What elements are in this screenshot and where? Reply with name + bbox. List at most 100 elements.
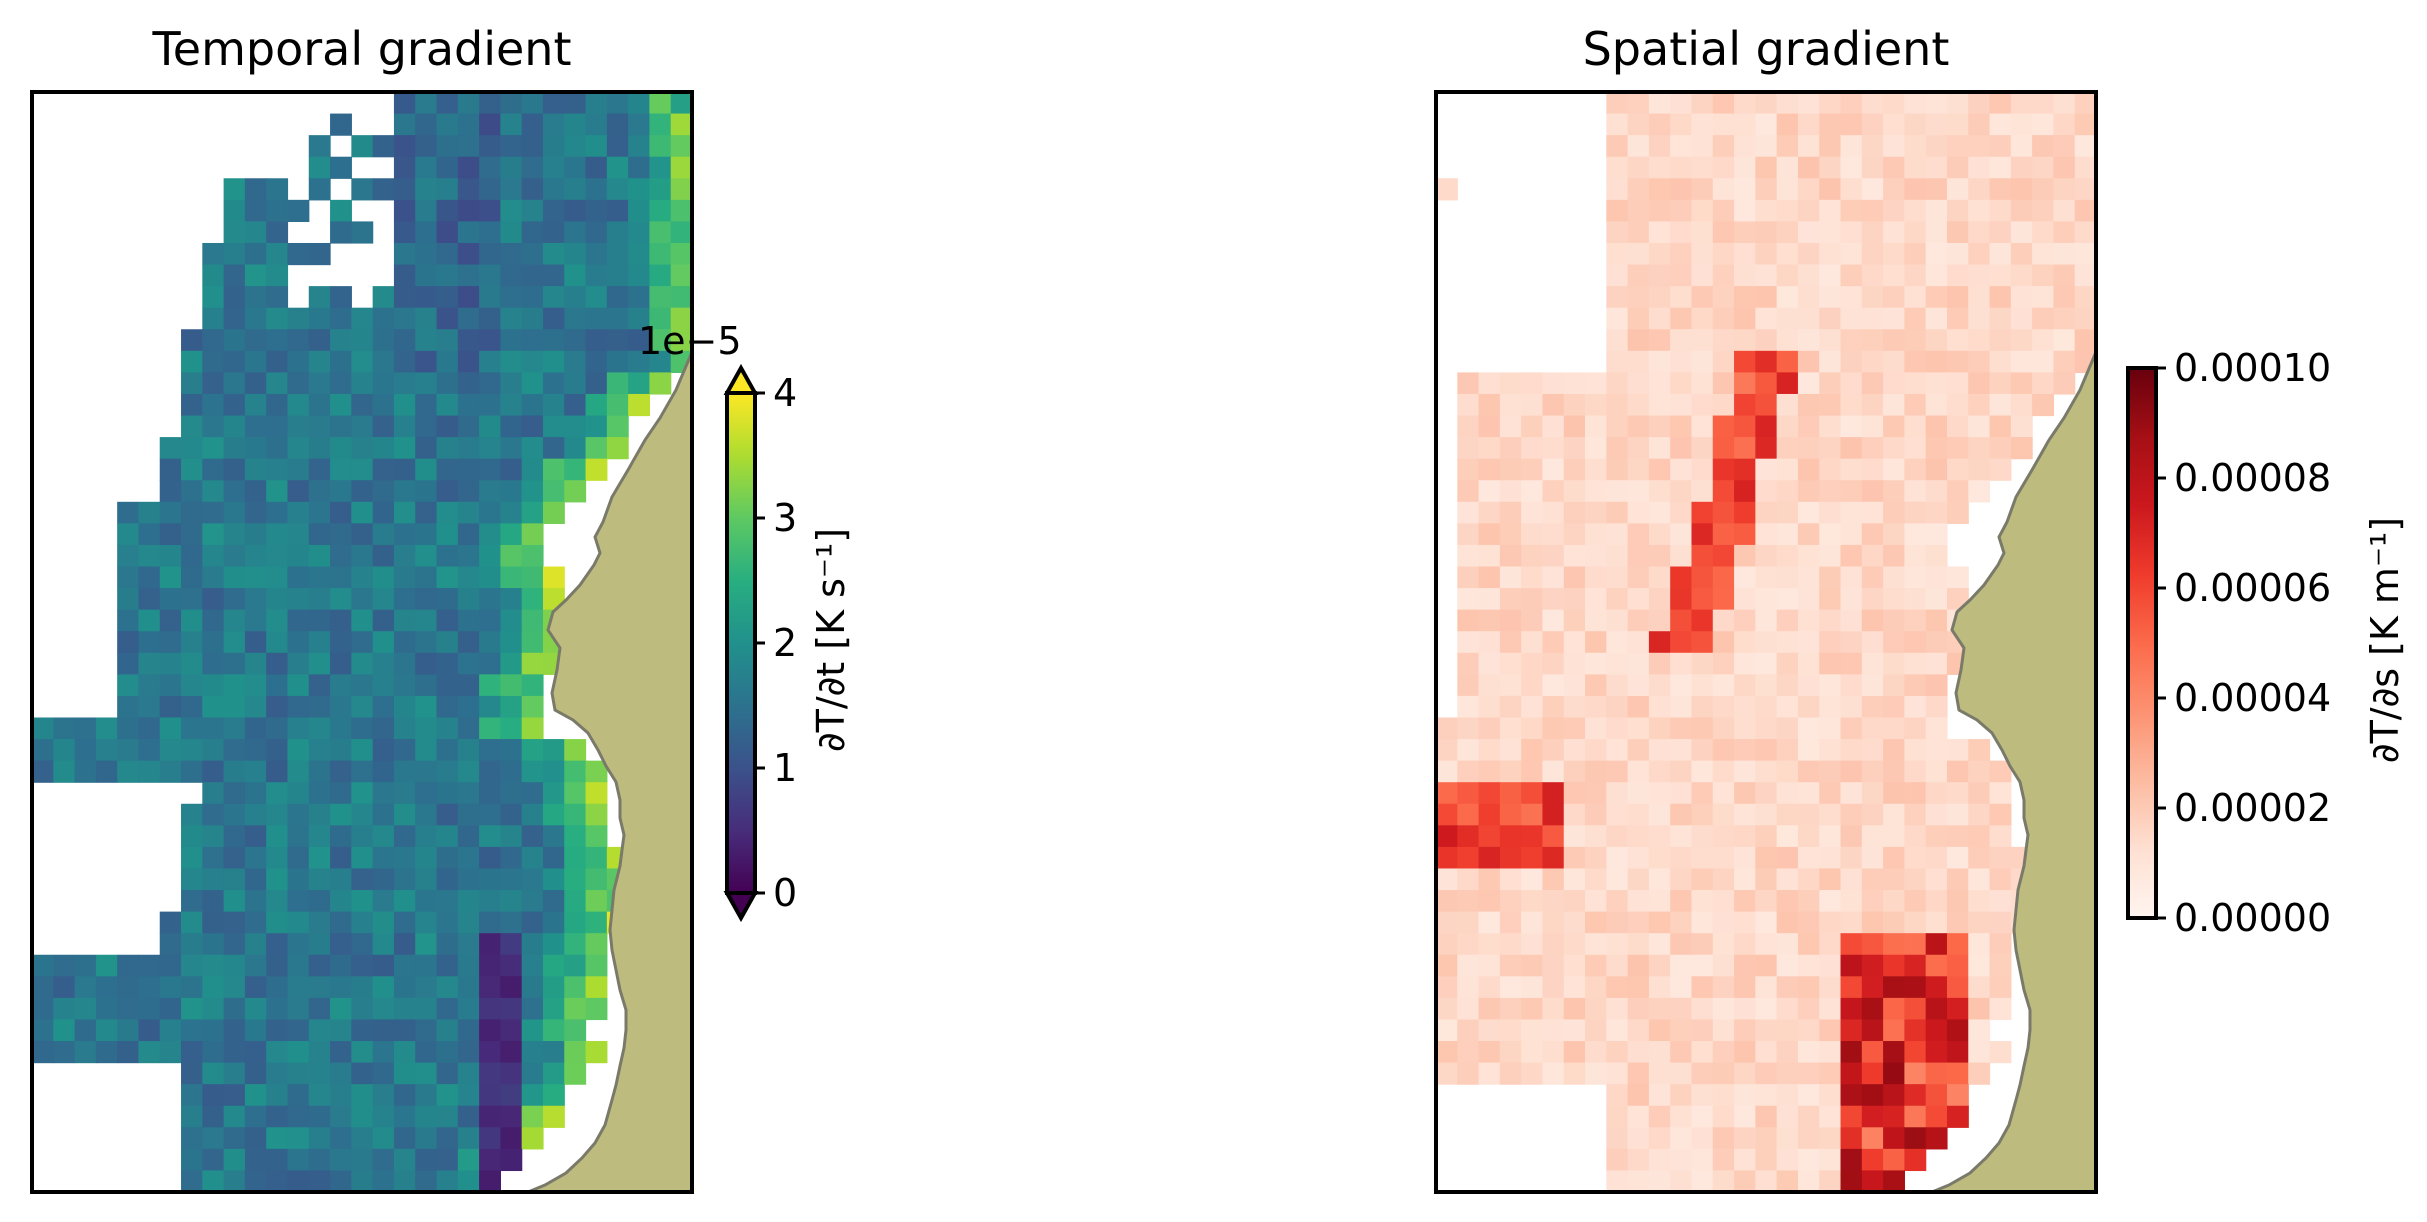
left-heatmap-cell: [457, 631, 480, 654]
right-heatmap-cell: [1968, 242, 1991, 266]
right-heatmap-cell: [1478, 933, 1501, 956]
right-heatmap-cell: [1819, 933, 1842, 956]
right-axes-frame: [1434, 90, 2098, 1194]
right-heatmap-cell: [1946, 113, 1969, 136]
left-heatmap-cell: [372, 890, 395, 913]
left-heatmap-cell: [138, 631, 161, 654]
right-heatmap-cell: [1989, 760, 2012, 783]
left-heatmap-cell: [181, 695, 203, 719]
left-heatmap-cell: [117, 1019, 140, 1042]
left-heatmap-cell: [372, 135, 395, 158]
left-heatmap-cell: [308, 782, 331, 805]
right-heatmap-cell: [1606, 242, 1629, 266]
right-heatmap-cell: [1691, 825, 1714, 848]
right-heatmap-cell: [1712, 221, 1735, 244]
left-heatmap-cell: [244, 954, 267, 977]
right-heatmap-cell: [1734, 480, 1756, 503]
left-heatmap-cell: [330, 868, 352, 891]
left-heatmap-cell: [308, 135, 331, 158]
right-heatmap-cell: [1691, 415, 1714, 438]
left-heatmap-cell: [117, 609, 140, 632]
left-heatmap-cell: [308, 933, 331, 956]
right-heatmap-cell: [1521, 674, 1544, 697]
left-heatmap-cell: [159, 695, 182, 719]
right-heatmap-cell: [1585, 846, 1607, 870]
left-heatmap-cell: [266, 825, 289, 848]
right-heatmap-cell: [1606, 652, 1629, 675]
left-heatmap-cell: [159, 976, 182, 999]
left-heatmap-cell: [372, 760, 395, 783]
right-heatmap-cell: [1563, 609, 1586, 632]
right-heatmap-cell: [1627, 113, 1650, 136]
left-heatmap-cell: [521, 933, 544, 956]
left-heatmap-cell: [521, 739, 544, 762]
right-heatmap-cell: [1627, 437, 1650, 460]
left-heatmap-cell: [479, 760, 501, 783]
left-colorbar-tick-label: 3: [773, 496, 797, 540]
left-heatmap-cell: [500, 437, 523, 460]
left-heatmap-cell: [393, 350, 416, 373]
left-heatmap-cell: [351, 782, 374, 805]
left-heatmap-cell: [330, 393, 352, 417]
right-heatmap-cell: [1946, 135, 1969, 158]
right-heatmap-cell: [1648, 846, 1671, 870]
left-heatmap-cell: [542, 113, 565, 136]
left-heatmap-cell: [585, 113, 608, 136]
left-heatmap-cell: [479, 242, 501, 266]
left-heatmap-cell: [266, 350, 289, 373]
right-heatmap-cell: [1521, 803, 1544, 826]
right-heatmap-cell: [1542, 760, 1565, 783]
left-heatmap-cell: [351, 307, 374, 330]
right-heatmap-cell: [1734, 739, 1756, 762]
right-heatmap-cell: [1436, 717, 1458, 740]
right-heatmap-cell: [1670, 393, 1693, 417]
right-heatmap-cell: [1670, 242, 1693, 266]
left-heatmap-cell: [202, 609, 225, 632]
left-heatmap-cell: [223, 566, 246, 589]
right-heatmap-cell: [1606, 1148, 1629, 1172]
right-heatmap-cell: [1691, 717, 1714, 740]
left-heatmap-cell: [244, 911, 267, 934]
right-heatmap-cell: [1904, 631, 1927, 654]
right-heatmap-cell: [1499, 954, 1522, 977]
right-heatmap-cell: [1478, 652, 1501, 675]
right-heatmap-cell: [1627, 717, 1650, 740]
left-heatmap-cell: [308, 242, 331, 266]
left-heatmap-cell: [372, 933, 395, 956]
right-heatmap-cell: [2074, 92, 2096, 115]
left-heatmap-cell: [159, 588, 182, 611]
right-heatmap-cell: [1797, 1127, 1820, 1150]
right-heatmap-cell: [1627, 156, 1650, 179]
right-heatmap-cell: [1648, 933, 1671, 956]
right-heatmap-cell: [1797, 782, 1820, 805]
left-heatmap-cell: [500, 415, 523, 438]
left-heatmap-cell: [500, 286, 523, 309]
left-heatmap-cell: [223, 415, 246, 438]
right-heatmap-cell: [1691, 480, 1714, 503]
left-heatmap-cell: [521, 92, 544, 115]
left-heatmap-cell: [479, 1041, 501, 1064]
left-heatmap-cell: [585, 221, 608, 244]
left-heatmap-cell: [393, 135, 416, 158]
right-heatmap-cell: [1606, 1105, 1629, 1128]
left-heatmap-cell: [670, 199, 692, 223]
right-heatmap-cell: [1648, 350, 1671, 373]
left-heatmap-cell: [542, 307, 565, 330]
right-heatmap-cell: [1904, 868, 1927, 891]
left-heatmap-cell: [159, 674, 182, 697]
left-heatmap-cell: [159, 458, 182, 481]
right-heatmap-cell: [1457, 631, 1480, 654]
right-heatmap-cell: [1819, 1084, 1842, 1107]
right-heatmap-cell: [1478, 803, 1501, 826]
right-heatmap-cell: [1776, 674, 1799, 697]
right-heatmap-cell: [1521, 825, 1544, 848]
right-heatmap-cell: [1712, 199, 1735, 223]
right-heatmap-cell: [1925, 307, 1948, 330]
right-heatmap-cell: [1776, 393, 1799, 417]
left-heatmap-cell: [287, 1041, 310, 1064]
right-heatmap-cell: [1968, 393, 1991, 417]
right-heatmap-cell: [1883, 307, 1905, 330]
right-heatmap-cell: [1542, 1019, 1565, 1042]
left-heatmap-cell: [415, 199, 438, 223]
right-heatmap-cell: [1627, 695, 1650, 719]
